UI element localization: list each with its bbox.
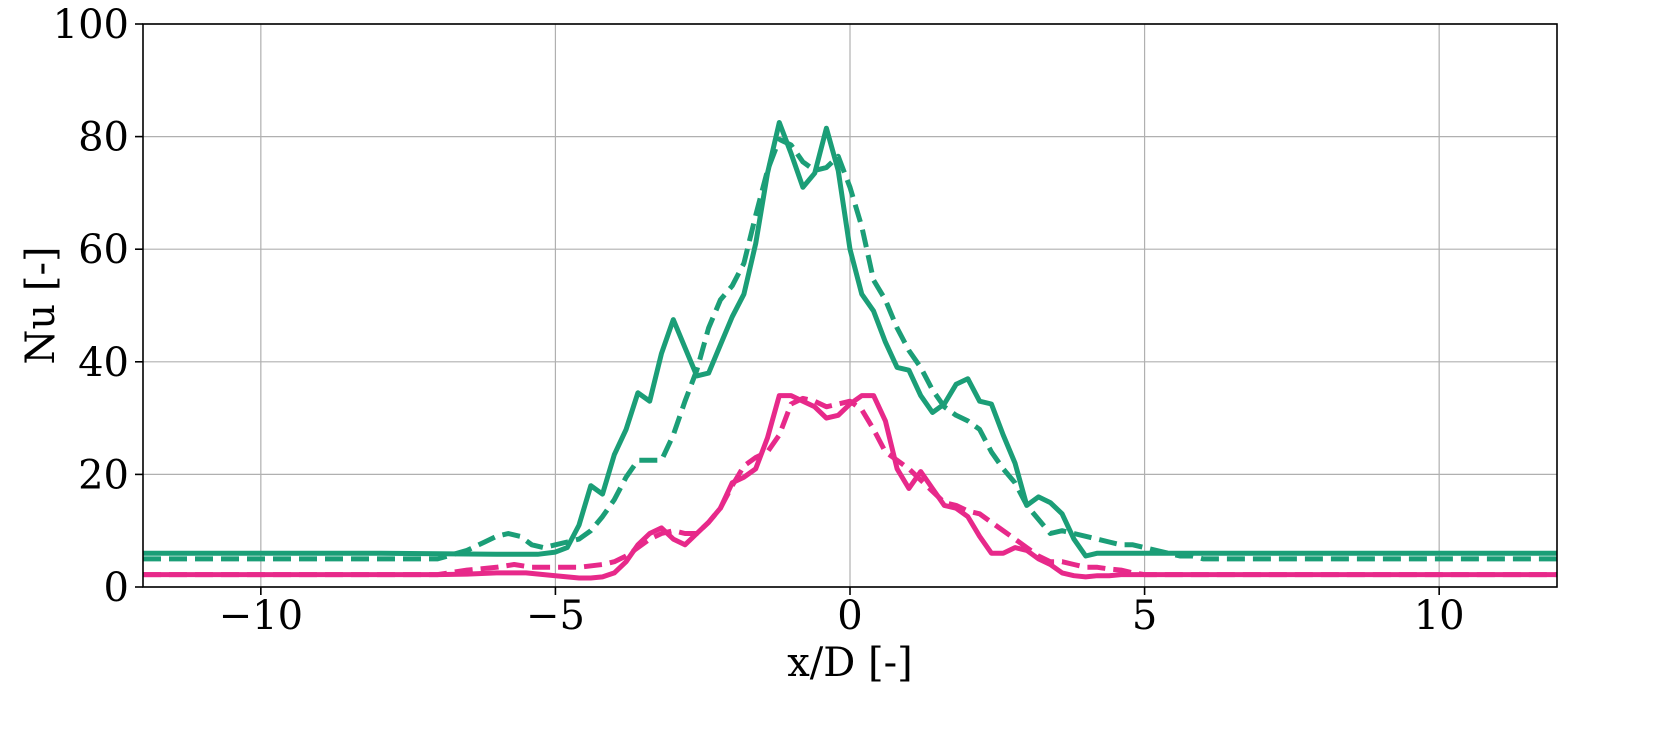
grid [143,23,1557,588]
x-axis-label: x/D [-] [787,640,913,686]
x-tick-label: 0 [837,593,862,639]
series-line-1 [143,120,1557,559]
x-tick-label: −10 [219,593,303,639]
x-tick-label: −5 [526,593,585,639]
series-line-4 [143,395,1557,578]
y-axis-label: Nu [-] [18,246,64,364]
y-axis: 0 20 40 60 80 100 [53,2,143,611]
y-tick-label: 40 [78,340,129,386]
y-tick-label: 60 [78,227,129,273]
x-tick-label: 10 [1414,593,1465,639]
x-axis: −10 −5 0 5 10 [219,587,1465,639]
y-tick-label: 20 [78,452,129,498]
y-tick-label: 100 [53,2,129,48]
series-line-2 [143,136,1557,562]
x-tick-label: 5 [1132,593,1157,639]
y-tick-label: 80 [78,115,129,161]
series-group [143,120,1557,581]
y-tick-label: 0 [104,565,129,611]
series-line-3 [143,393,1557,581]
